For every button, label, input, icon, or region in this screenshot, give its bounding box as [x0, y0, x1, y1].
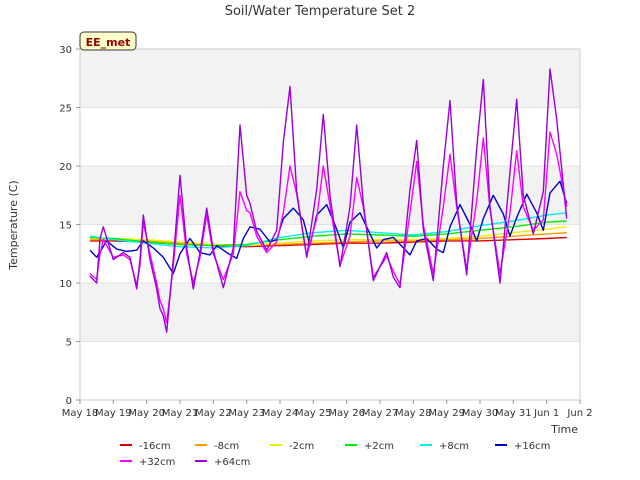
x-tick-label: May 30 [462, 408, 499, 419]
y-tick-label: 15 [59, 221, 72, 232]
series-line-p8cm [89, 212, 567, 249]
x-tick-label: May 31 [495, 408, 532, 419]
legend-item: +16cm [495, 441, 550, 452]
x-tick-label: Jun 1 [533, 408, 559, 419]
x-tick-label: May 26 [328, 408, 365, 419]
station-badge: EE_met [79, 31, 137, 51]
x-tick-label: Jun 2 [566, 408, 592, 419]
x-tick-label: May 29 [428, 408, 465, 419]
plot-band [80, 107, 580, 166]
legend-label: +64cm [214, 457, 250, 468]
x-tick-label: May 23 [228, 408, 265, 419]
y-tick-label: 20 [59, 162, 72, 173]
y-axis-ticks: 0 5 10 15 20 25 30 [59, 45, 80, 407]
y-tick-label: 30 [59, 45, 72, 56]
legend: -16cm -8cm -2cm +2cm +8cm +16cm +32cm +64cm [120, 441, 550, 468]
x-tick-label: May 20 [128, 408, 165, 419]
legend-label: +2cm [364, 441, 394, 452]
x-tick-label: May 21 [162, 408, 199, 419]
legend-item: -16cm [120, 441, 171, 452]
legend-label: -2cm [289, 441, 314, 452]
legend-item: +8cm [420, 441, 469, 452]
series-line-m2cm [90, 226, 567, 247]
x-axis-label: Time [550, 423, 578, 436]
plot-band [80, 341, 580, 400]
series-line-m8cm [90, 232, 567, 247]
x-tick-label: May 27 [362, 408, 399, 419]
x-tick-label: May 28 [395, 408, 432, 419]
y-tick-label: 25 [59, 104, 72, 115]
x-tick-label: May 22 [195, 408, 232, 419]
y-axis-label: Temperature (C) [7, 180, 20, 270]
chart-title: Soil/Water Temperature Set 2 [225, 4, 416, 19]
y-tick-label: 0 [66, 396, 72, 407]
legend-item: -2cm [270, 441, 314, 452]
x-tick-label: May 24 [262, 408, 299, 419]
legend-item: -8cm [195, 441, 239, 452]
legend-label: -8cm [214, 441, 239, 452]
y-tick-label: 10 [59, 279, 72, 290]
legend-label: +8cm [439, 441, 469, 452]
legend-label: -16cm [139, 441, 171, 452]
legend-label: +16cm [514, 441, 550, 452]
series-line-p64cm [89, 68, 568, 333]
legend-item: +32cm [120, 457, 175, 468]
plot-background [80, 49, 580, 400]
station-badge-label: EE_met [86, 36, 131, 49]
plot-band [80, 283, 580, 342]
x-tick-label: May 25 [295, 408, 332, 419]
series-layer [89, 68, 568, 333]
series-line-p2cm [89, 220, 567, 247]
x-tick-label: May 18 [62, 408, 99, 419]
legend-label: +32cm [139, 457, 175, 468]
legend-item: +64cm [195, 457, 250, 468]
plot-band [80, 49, 580, 108]
y-tick-label: 5 [66, 338, 72, 349]
legend-item: +2cm [345, 441, 394, 452]
x-tick-label: May 19 [95, 408, 132, 419]
